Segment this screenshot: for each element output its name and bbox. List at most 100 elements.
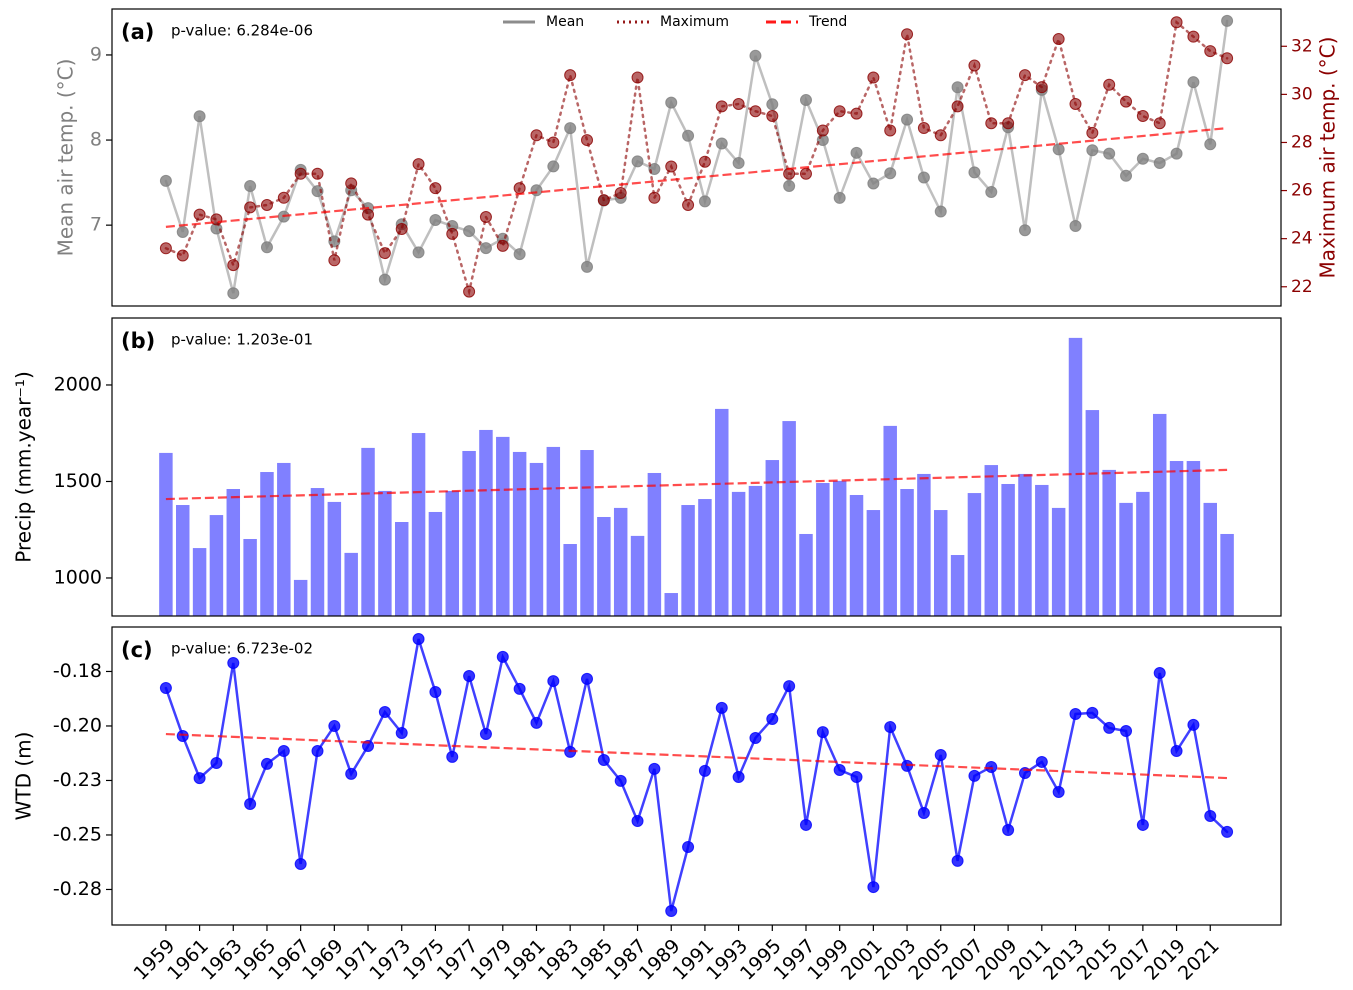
bar [883, 425, 897, 616]
point [395, 726, 408, 739]
trend-line [165, 732, 1228, 780]
point [496, 239, 509, 252]
point [985, 117, 998, 130]
point [193, 772, 206, 785]
bar [967, 493, 982, 616]
y-axis-label: WTD (m) [12, 732, 36, 821]
bar [159, 452, 173, 616]
point [698, 195, 711, 208]
point [277, 191, 290, 204]
point [850, 770, 863, 783]
point [513, 248, 526, 261]
point [1136, 110, 1149, 123]
point [951, 100, 964, 113]
legend-label: Mean [546, 14, 584, 30]
point [479, 242, 492, 255]
point [1069, 220, 1082, 233]
bar [209, 515, 224, 616]
point [732, 157, 745, 170]
point [1153, 157, 1166, 170]
point [311, 167, 324, 180]
point [1103, 147, 1116, 160]
point [968, 769, 981, 782]
point [799, 818, 812, 831]
point [547, 160, 560, 173]
point [227, 287, 240, 300]
point [581, 672, 594, 685]
point [210, 757, 223, 770]
bar [310, 488, 325, 616]
point [176, 249, 189, 262]
point [1086, 706, 1099, 719]
bar [1102, 469, 1116, 616]
point [513, 182, 526, 195]
axes-frame [111, 626, 1282, 926]
y2-tick-label: 30 [1291, 84, 1313, 104]
point [951, 81, 964, 94]
point [193, 208, 206, 221]
point [1170, 147, 1183, 160]
point [1103, 78, 1116, 91]
bar [664, 593, 678, 616]
point [766, 98, 779, 111]
series-line [164, 19, 1229, 297]
bar [327, 501, 342, 616]
y-tick-label: -0.18 [53, 660, 102, 682]
point [547, 136, 560, 149]
point [227, 656, 240, 669]
panel-label: (a) [121, 20, 154, 44]
y2-axis-label: Maximum air temp. (°C) [1316, 37, 1340, 279]
point [429, 214, 442, 227]
point [1153, 117, 1166, 130]
bar [1035, 484, 1049, 616]
point [1187, 76, 1200, 89]
point [1052, 143, 1065, 156]
bar [715, 408, 729, 616]
series-line [164, 19, 1229, 294]
point [547, 675, 560, 688]
point [766, 110, 779, 123]
point [564, 122, 577, 135]
point [614, 186, 627, 199]
point [783, 680, 796, 693]
bar [394, 522, 409, 616]
bar [849, 494, 864, 616]
point [597, 753, 610, 766]
point [867, 71, 880, 84]
point [597, 194, 610, 207]
point [581, 134, 594, 147]
point [260, 757, 273, 770]
point [901, 28, 914, 41]
point [1187, 30, 1200, 43]
point [682, 129, 695, 142]
bar [462, 450, 476, 616]
bar [1152, 413, 1167, 616]
point [1221, 14, 1234, 27]
y-tick-label: 8 [90, 129, 102, 151]
point [530, 129, 543, 142]
bar [917, 473, 931, 616]
bar [597, 516, 611, 616]
point [1204, 138, 1217, 151]
bar [1186, 461, 1201, 616]
point [968, 59, 981, 72]
bar [176, 505, 190, 616]
point [244, 798, 257, 811]
point [1086, 126, 1099, 139]
point [463, 225, 476, 238]
point [581, 260, 594, 273]
y-tick-label: -0.23 [53, 769, 102, 791]
bar [866, 510, 881, 616]
point [1221, 52, 1234, 65]
bar [1018, 473, 1032, 616]
bar [1169, 461, 1184, 616]
bar [428, 511, 443, 616]
point [816, 124, 829, 137]
point [412, 632, 425, 645]
p-value: p-value: 6.284e-06 [171, 22, 313, 40]
bar [563, 544, 577, 616]
point [715, 701, 728, 714]
bar [647, 472, 662, 616]
bar [512, 451, 527, 616]
